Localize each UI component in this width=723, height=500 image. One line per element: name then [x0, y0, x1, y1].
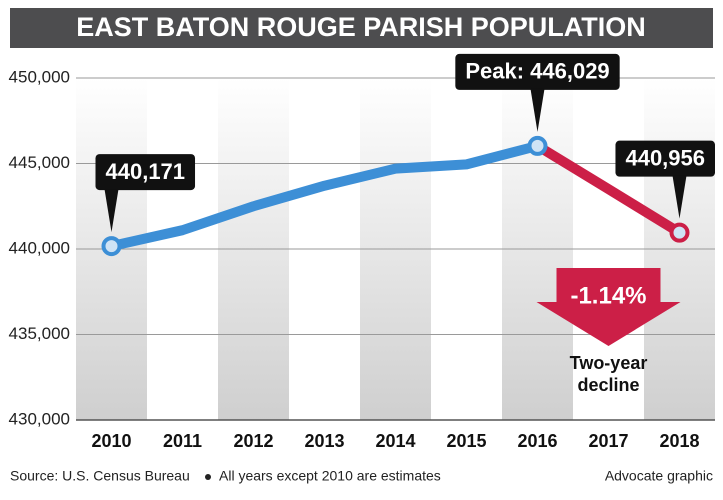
y-tick-label: 450,000 [9, 67, 70, 86]
x-tick-label: 2015 [446, 431, 486, 451]
marker [527, 135, 548, 156]
credit: Advocate graphic [605, 468, 713, 484]
chart-title: EAST BATON ROUGE PARISH POPULATION [76, 12, 646, 42]
y-tick-label: 445,000 [9, 153, 70, 172]
x-tick-label: 2016 [517, 431, 557, 451]
x-tick-label: 2014 [375, 431, 415, 451]
annotation: -1.14% [570, 282, 646, 309]
y-tick-label: 435,000 [9, 324, 70, 343]
callout-pointer [672, 175, 687, 219]
marker [669, 222, 690, 243]
title-banner [10, 8, 713, 48]
annotation: decline [577, 375, 639, 395]
x-tick-label: 2018 [659, 431, 699, 451]
bullet [205, 474, 211, 480]
value-label: 440,171 [106, 159, 186, 184]
x-tick-label: 2012 [233, 431, 273, 451]
note: All years except 2010 are estimates [219, 468, 441, 484]
callout-box [615, 140, 715, 177]
value-label: Peak: 446,029 [465, 59, 609, 84]
x-tick-label: 2013 [304, 431, 344, 451]
x-tick-label: 2010 [91, 431, 131, 451]
line [106, 140, 543, 252]
callout-pointer [104, 189, 119, 233]
x-tick-label: 2017 [588, 431, 628, 451]
value-label: 440,956 [625, 145, 705, 170]
annotation: Two-year [570, 353, 648, 373]
source: Source: U.S. Census Bureau [10, 468, 190, 484]
marker [101, 236, 122, 257]
decline-arrow [536, 268, 681, 346]
y-tick-label: 440,000 [9, 238, 70, 257]
y-tick-label: 430,000 [9, 409, 70, 428]
x-tick-label: 2011 [163, 431, 202, 451]
line [532, 140, 685, 238]
callout-pointer [530, 88, 545, 132]
callout-box [455, 53, 620, 90]
callout-box [95, 154, 196, 191]
